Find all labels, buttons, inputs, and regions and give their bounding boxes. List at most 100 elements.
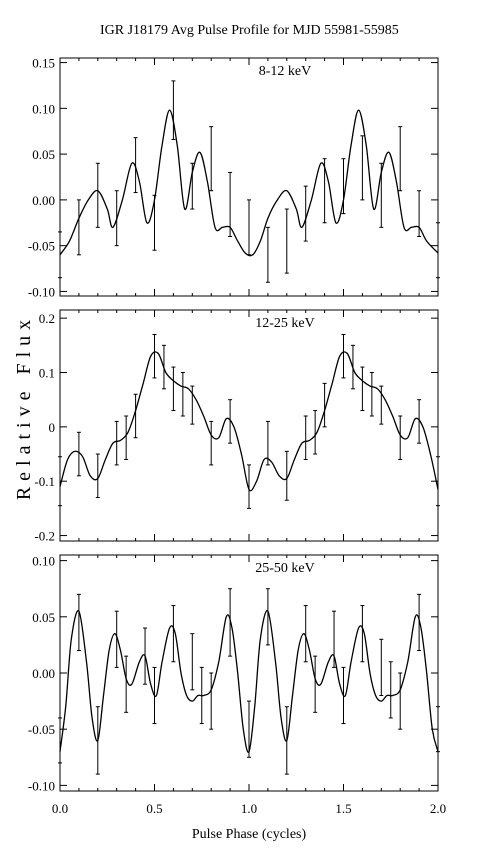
error-bar [417,190,422,237]
error-bar [313,655,318,713]
error-bar [398,126,403,192]
error-bar [436,706,440,753]
energy-band-label: 25-50 keV [255,561,315,576]
error-bar [95,453,100,499]
error-bar [209,672,214,730]
y-tick-label: 0.1 [39,366,55,381]
panel-medium: -0.2 -0.1 0 0.1 0.2 12-25 keV [34,309,440,544]
energy-band-label: 8-12 keV [259,64,312,79]
error-bar [436,456,440,507]
error-bar [398,672,403,730]
error-bar [124,655,129,713]
error-bar [171,80,176,140]
error-bar [341,666,346,725]
error-bar [379,385,384,425]
error-bar [360,605,365,663]
y-tick-label: -0.10 [28,778,55,793]
y-tick-label: 0.05 [32,147,55,162]
error-bar [332,610,337,668]
error-bar [58,456,62,507]
y-tick-label: 0.05 [32,610,55,625]
error-bar [209,126,214,192]
error-bar [265,588,270,646]
error-bar [322,382,327,428]
error-bar [133,393,138,439]
x-tick-label: 0.5 [146,801,162,816]
x-tick-label: 1.5 [335,801,351,816]
error-bar [284,706,289,775]
error-bar [133,137,138,194]
error-bar [247,464,251,509]
y-tick-label: 0.10 [32,554,55,569]
error-bar [95,162,100,228]
panels-group: -0.10-0.050.000.050.100.158-12 keV-0.2-0… [28,56,446,816]
error-bar [265,420,270,466]
error-bar [398,415,403,460]
error-bar [190,633,195,691]
error-bar [152,194,157,251]
y-tick-label: -0.05 [28,239,55,254]
error-bar [95,706,100,775]
y-axis-label: Relative Flux [13,314,35,500]
error-bar [247,199,251,256]
figure-title: IGR J18179 Avg Pulse Profile for MJD 559… [100,23,399,38]
y-tick-label: 0 [49,420,56,435]
error-bar [114,190,119,247]
error-bar [417,593,422,652]
error-bar [360,366,365,412]
error-bar [265,226,270,283]
y-tick-label: 0.00 [32,666,55,681]
error-bar [58,717,62,764]
error-bar [58,231,62,279]
profile-curve [59,109,439,257]
error-bar [161,344,166,390]
error-bar [417,399,422,444]
error-bar [303,185,308,242]
error-bar [369,372,374,417]
error-bar [228,588,233,657]
error-bar [303,415,308,460]
error-bar [350,344,355,390]
error-bar [388,661,393,719]
error-bar [114,610,119,668]
error-bar [247,700,251,758]
y-tick-label: -0.10 [28,284,55,299]
error-bar [341,333,346,379]
error-bar [171,366,176,412]
error-bar [341,158,346,215]
error-bar [379,162,384,228]
panel-soft: -0.10 -0.05 0.00 0.05 0.10 0.15 8-12 keV [28,56,440,299]
y-tick-label: 0.15 [32,56,55,71]
error-bar [76,431,81,477]
error-bar [284,450,289,501]
error-bar [114,420,119,466]
error-bar [199,666,204,725]
error-bar [152,666,157,725]
error-bar [360,135,365,201]
error-bar [228,399,233,444]
error-bar [143,627,148,685]
y-tick-label: 0.00 [32,193,55,208]
error-bar [76,199,81,256]
error-bar [379,638,384,696]
error-bar [209,420,214,466]
error-bar [152,333,157,379]
x-axis-label: Pulse Phase (cycles) [192,827,307,842]
panel-hard: -0.10 -0.05 0.00 0.05 0.10 25-50 keV 0.0 0.5 1.0… [28,554,446,816]
x-tick-label: 2.0 [430,801,446,816]
error-bar [124,415,129,460]
y-tick-label: -0.05 [28,722,55,737]
error-bar [190,385,195,425]
error-bar [284,208,289,274]
error-bar [228,171,233,237]
y-tick-label: -0.2 [34,529,55,544]
y-tick-label: -0.1 [34,474,55,489]
error-bar [436,222,440,279]
error-bar [76,593,81,652]
x-tick-label: 0.0 [52,801,68,816]
y-tick-label: 0.2 [39,311,55,326]
error-bar [180,372,185,417]
error-bar [303,605,308,663]
error-bar [313,410,318,455]
